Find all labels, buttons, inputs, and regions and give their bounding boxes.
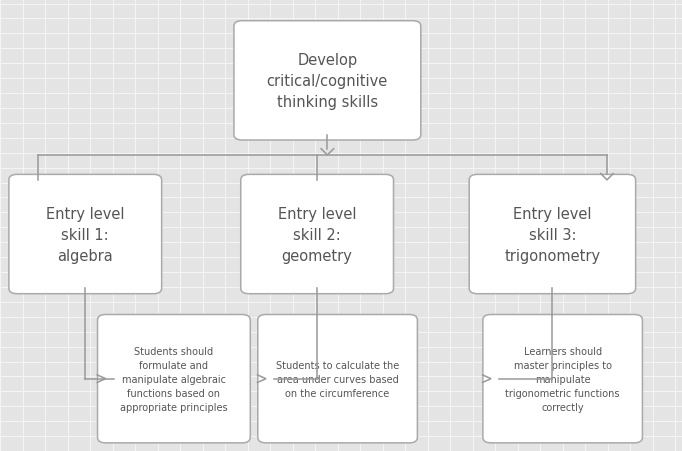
FancyBboxPatch shape bbox=[234, 22, 421, 141]
Text: Entry level
skill 3:
trigonometry: Entry level skill 3: trigonometry bbox=[505, 206, 600, 263]
FancyBboxPatch shape bbox=[258, 315, 417, 443]
Text: Learners should
master principles to
manipulate
trigonometric functions
correctl: Learners should master principles to man… bbox=[505, 346, 620, 412]
FancyBboxPatch shape bbox=[469, 175, 636, 294]
Text: Students to calculate the
area under curves based
on the circumference: Students to calculate the area under cur… bbox=[276, 360, 399, 398]
Text: Entry level
skill 1:
algebra: Entry level skill 1: algebra bbox=[46, 206, 125, 263]
FancyBboxPatch shape bbox=[9, 175, 162, 294]
FancyBboxPatch shape bbox=[483, 315, 642, 443]
FancyBboxPatch shape bbox=[241, 175, 394, 294]
FancyBboxPatch shape bbox=[98, 315, 250, 443]
Text: Develop
critical/cognitive
thinking skills: Develop critical/cognitive thinking skil… bbox=[267, 53, 388, 110]
Text: Entry level
skill 2:
geometry: Entry level skill 2: geometry bbox=[278, 206, 357, 263]
Text: Students should
formulate and
manipulate algebraic
functions based on
appropriat: Students should formulate and manipulate… bbox=[120, 346, 228, 412]
